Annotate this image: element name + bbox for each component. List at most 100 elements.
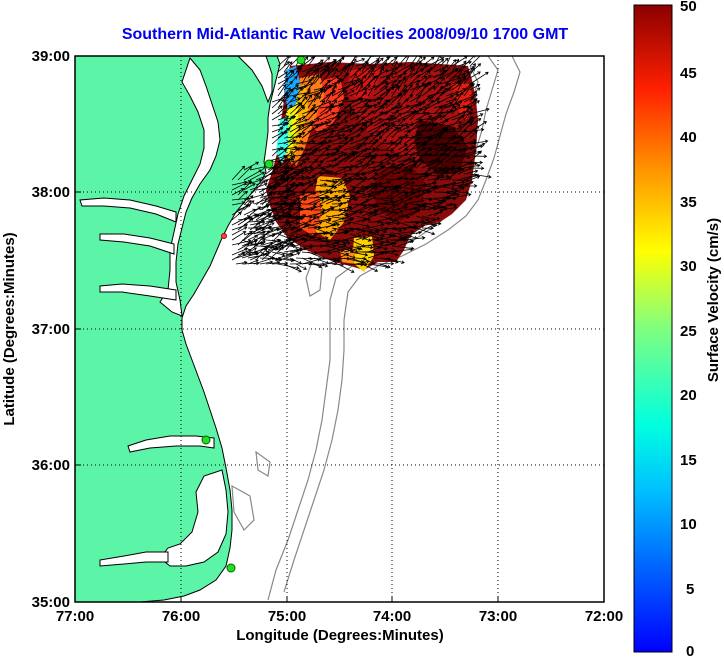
velocity-arrow [367,181,382,193]
velocity-arrow [367,173,379,181]
station-marker[interactable] [221,233,227,239]
velocity-arrow [421,70,431,79]
velocity-arrow [349,198,370,211]
velocity-arrow [337,252,350,259]
velocity-arrow [319,195,339,205]
velocity-arrow [325,215,346,221]
y-axis-label: Latitude (Degrees:Minutes) [1,232,18,425]
velocity-arrow [337,238,350,243]
velocity-arrow [343,80,359,91]
velocity-arrow [237,230,253,246]
velocity-arrow [415,147,432,163]
velocity-arrow [249,180,266,196]
velocity-arrow [451,88,466,97]
velocity-arrow [249,206,262,216]
velocity-arrow [295,87,303,97]
velocity-arrow [243,200,255,211]
velocity-arrow [355,229,367,235]
velocity-arrow [313,198,325,205]
velocity-arrow [391,214,405,223]
velocity-arrow [231,180,252,191]
velocity-arrow [259,212,280,223]
velocity-arrow [319,144,332,151]
velocity-arrow [427,174,450,181]
velocity-arrow [367,123,385,139]
velocity-arrow [463,160,484,165]
velocity-arrow [355,124,368,139]
velocity-arrow [261,167,279,181]
velocity-arrow [265,196,288,200]
velocity-arrow [379,263,391,269]
velocity-arrow [445,67,459,79]
velocity-arrow [289,246,308,253]
velocity-arrow [343,234,362,241]
velocity-arrow [391,210,404,217]
velocity-arrow [397,170,414,181]
colorbar-tick-label: 45 [680,65,697,82]
velocity-arrow [301,233,318,241]
velocity-arrow [325,115,341,133]
station-marker[interactable] [226,563,236,573]
velocity-arrow [289,125,302,133]
velocity-arrow [283,88,294,103]
velocity-arrow [391,247,414,253]
velocity-arrow [361,122,373,133]
velocity-arrow [319,125,339,133]
velocity-arrow [285,190,295,201]
velocity-arrow [421,85,436,97]
velocity-arrow [355,259,370,265]
velocity-arrow [421,159,441,169]
velocity-arrow [433,202,454,211]
velocity-arrow [409,118,423,133]
velocity-arrow [277,121,287,133]
radar-stations [201,56,306,573]
velocity-arrow [397,215,411,219]
velocity-arrow [355,91,368,103]
velocity-arrow [469,175,481,181]
velocity-arrow [235,252,252,259]
velocity-arrow [457,116,473,133]
velocity-arrow [319,241,341,247]
velocity-arrow [337,221,352,229]
velocity-arrow [427,59,445,73]
velocity-arrow [283,139,296,151]
velocity-arrow [325,221,338,229]
velocity-arrow [237,216,251,226]
velocity-arrow [463,139,478,145]
velocity-arrow [295,219,313,229]
velocity-arrow [373,227,387,234]
x-axis-ticks: 77:00 76:00 75:00 74:00 73:00 72:00 [56,608,623,625]
velocity-arrow [343,246,362,253]
velocity-arrow [427,81,440,91]
velocity-arrow [331,145,343,151]
velocity-arrow [361,56,372,73]
colorbar: 50 45 40 35 30 25 20 15 10 5 0 Surface V… [633,0,722,659]
velocity-arrow [289,192,306,199]
velocity-arrow [367,223,385,229]
velocity-arrow [301,125,319,139]
velocity-arrow [349,98,368,109]
velocity-arrow [361,104,370,115]
velocity-arrow [403,83,413,97]
velocity-arrow [301,168,314,175]
velocity-arrow [373,164,386,175]
velocity-arrow [361,84,371,97]
station-marker[interactable] [201,435,211,445]
velocity-arrow [403,94,414,103]
velocity-arrow [267,176,286,186]
velocity-arrow [415,215,430,222]
velocity-arrow [319,103,333,115]
velocity-arrow [301,88,311,103]
station-marker[interactable] [296,56,306,65]
velocity-arrow [343,217,355,223]
station-marker[interactable] [264,159,274,169]
velocity-arrow [385,93,403,109]
velocity-arrow [385,227,403,233]
velocity-arrow [301,76,315,91]
velocity-arrow [379,148,395,153]
velocity-arrow [397,159,416,169]
velocity-arrow [403,164,417,175]
velocity-arrow [433,153,444,163]
velocity-arrow [277,149,288,157]
velocity-arrow [433,77,446,91]
